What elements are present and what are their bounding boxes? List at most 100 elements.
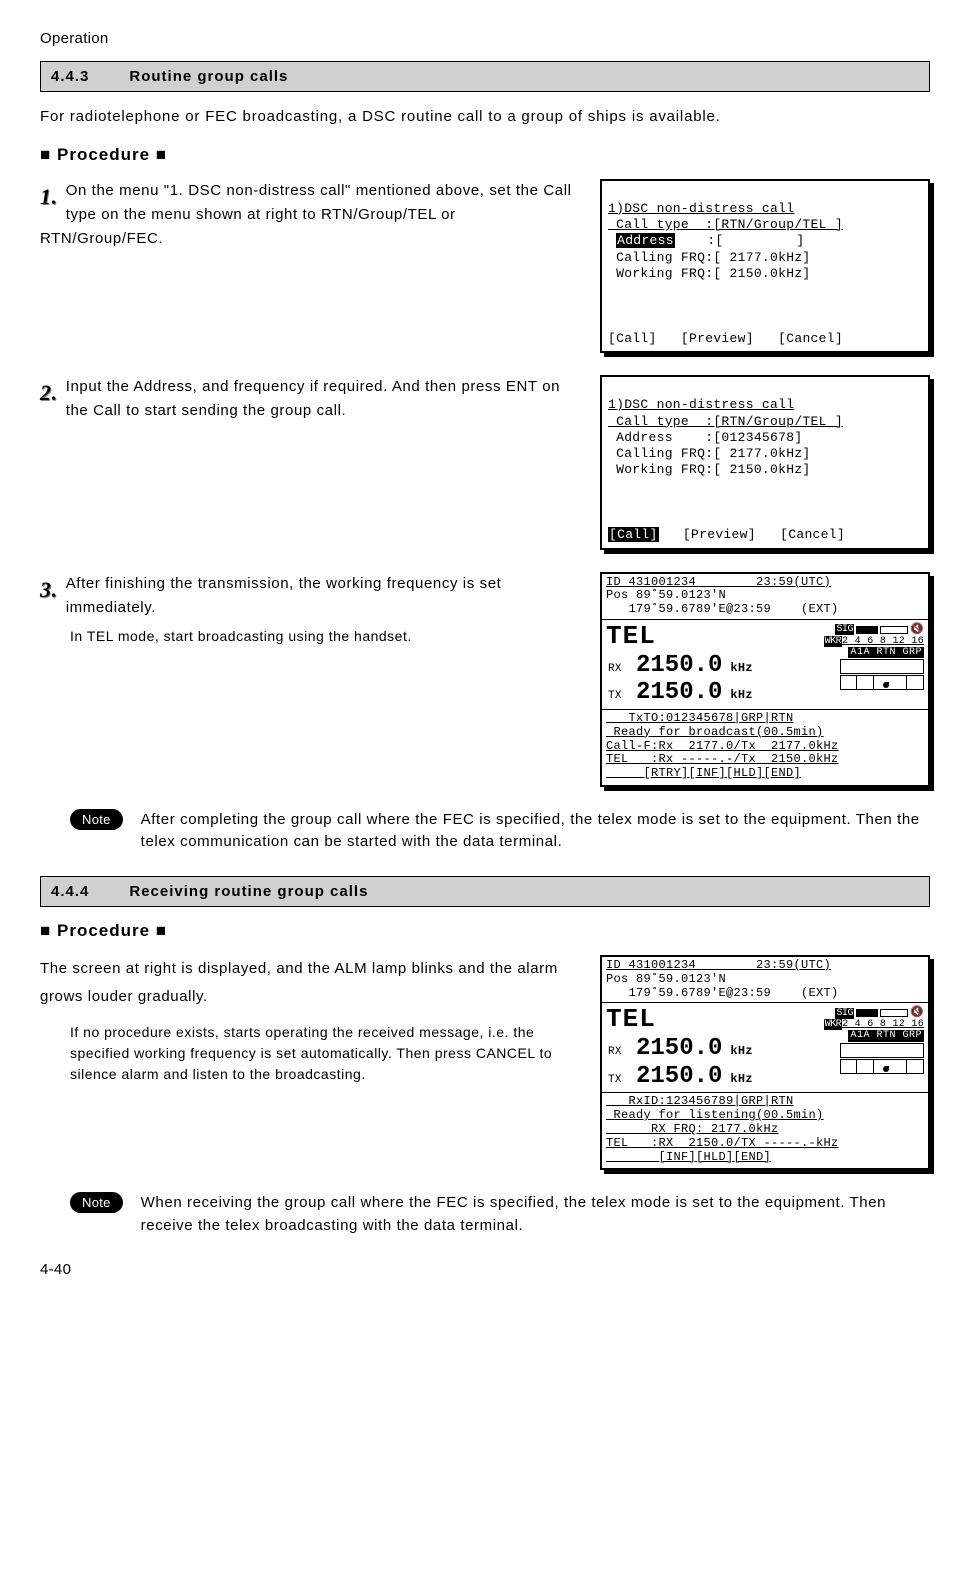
screen4-empty-box (840, 1043, 924, 1058)
step-2-row: 2. Input the Address, and frequency if r… (40, 375, 930, 550)
step-2-body: Input the Address, and frequency if requ… (66, 378, 560, 419)
screen4-l8: TEL :RX 2150.0/TX -----.-kHz (606, 1137, 924, 1151)
screen4-l5: RxID:123456789|GRP|RTN (606, 1095, 924, 1109)
screen3-rxfrq: 2150.0 (636, 652, 722, 680)
sig-meter-icon-4 (856, 1009, 878, 1017)
screen3-id: ID 431001234 (606, 575, 696, 589)
section-444-heading: 4.4.4Receiving routine group calls (40, 876, 930, 907)
screen4-l6: Ready for listening(00.5min) (606, 1109, 924, 1123)
screen3-utc: 23:59(UTC) (756, 575, 831, 589)
screen4-sig-lbl: SIG (835, 1008, 854, 1019)
screen4-hr2 (602, 1092, 928, 1093)
screen1-prev: [Preview] (681, 331, 754, 346)
screen3-pos2: 179˚59.6789'E@23:59 (EXT) (606, 603, 924, 617)
screen1-l4: Working FRQ:[ 2150.0kHz] (608, 266, 811, 281)
screen3-txlbl: TX (608, 690, 628, 703)
screen3-rxrow: RX2150.0kHz (608, 652, 818, 680)
screen3-l6: Ready for broadcast(00.5min) (606, 726, 924, 740)
screen3-head: ID 431001234 23:59(UTC) (606, 576, 924, 590)
screen1-l3: Calling FRQ:[ 2177.0kHz] (608, 250, 811, 265)
screen3-l7: Call-F:Rx 2177.0/Tx 2177.0kHz (606, 740, 924, 754)
step-3-main: 3. After finishing the transmission, the… (40, 572, 576, 620)
screen4-pos2: 179˚59.6789'E@23:59 (EXT) (606, 987, 924, 1001)
screen2-l3: Calling FRQ:[ 2177.0kHz] (608, 446, 811, 461)
screen3-wkrrow: WKR2 4 6 8 12 16 (824, 636, 924, 647)
screen2-title: 1)DSC non-distress call (608, 397, 794, 412)
page-header: Operation (40, 30, 930, 47)
step-2-num: 2. (40, 375, 58, 410)
note-1-row: Note After completing the group call whe… (40, 809, 930, 854)
screen3-txrow: TX 2150.0 kHz (608, 679, 818, 707)
screen-2: 1)DSC non-distress call Call type :[RTN/… (600, 375, 930, 550)
screen3-rightcol: SIG 🔇 WKR2 4 6 8 12 16 A1A RTN GRP (824, 622, 924, 691)
screen4-rxlbl: RX (608, 1046, 628, 1059)
screen4-id: ID 431001234 (606, 958, 696, 972)
step-1-num: 1. (40, 179, 58, 214)
section-443-title: Routine group calls (129, 68, 288, 85)
screen4-telcol: TEL RX2150.0kHz TX2150.0kHz (606, 1005, 818, 1090)
screen-4: ID 431001234 23:59(UTC) Pos 89˚59.0123'N… (600, 955, 930, 1170)
sig-meter-empty-icon-4 (880, 1009, 908, 1017)
screen3-pos1: Pos 89˚59.0123'N (606, 589, 924, 603)
screen4-rxfrq: 2150.0 (636, 1035, 722, 1063)
screen3-sigblock: SIG 🔇 WKR2 4 6 8 12 16 (824, 624, 924, 647)
screen4-txkhz: kHz (730, 1073, 753, 1087)
speaker-icon-4: 🔇 (910, 1007, 924, 1019)
screen4-rxkhz: kHz (730, 1045, 753, 1059)
screen2-call: [Call] (608, 527, 659, 542)
screen2-cancel: [Cancel] (780, 527, 845, 542)
screen4-cols (840, 1059, 924, 1074)
screen1-address-val: :[ ] (707, 233, 804, 248)
step-3-textcol: 3. After finishing the transmission, the… (40, 572, 576, 647)
sec444-body1: The screen at right is displayed, and th… (40, 955, 576, 1012)
screen2-l4: Working FRQ:[ 2150.0kHz] (608, 462, 811, 477)
screen2-l1: Call type :[RTN/Group/TEL ] (608, 414, 843, 429)
procedure-heading-2: ■ Procedure ■ (40, 921, 930, 941)
screen3-rxlbl: RX (608, 663, 628, 676)
step-1-row: 1. On the menu "1. DSC non-distress call… (40, 179, 930, 354)
speaker-icon: 🔇 (910, 624, 924, 636)
screen3-l8: TEL :Rx -----.-/Tx 2150.0kHz (606, 753, 924, 767)
screen4-sigrow: SIG 🔇 (824, 1007, 924, 1019)
screen-1: 1)DSC non-distress call Call type :[RTN/… (600, 179, 930, 354)
procedure-heading-1: ■ Procedure ■ (40, 145, 930, 165)
note-2-label: Note (70, 1192, 123, 1213)
screen4-telrow: TEL RX2150.0kHz TX2150.0kHz SIG 🔇 WKR2 4… (606, 1005, 924, 1090)
section-443-heading: 4.4.3 Routine group calls (40, 61, 930, 92)
note-1-label: Note (70, 809, 123, 830)
section-443-num: 4.4.3 (51, 68, 89, 85)
screen4-sigblock: SIG 🔇 WKR2 4 6 8 12 16 (824, 1007, 924, 1030)
screen1-cancel: [Cancel] (778, 331, 843, 346)
step-1-body: On the menu "1. DSC non-distress call" m… (40, 182, 572, 247)
screen4-wkrrow: WKR2 4 6 8 12 16 (824, 1019, 924, 1030)
sec444-body-row: The screen at right is displayed, and th… (40, 955, 930, 1170)
screen3-badge: A1A RTN GRP (848, 647, 924, 659)
screen3-cols (840, 675, 924, 690)
screen1-title: 1)DSC non-distress call (608, 201, 794, 216)
screen1-l1: Call type :[RTN/Group/TEL ] (608, 217, 843, 232)
screen4-rightcol: SIG 🔇 WKR2 4 6 8 12 16 A1A RTN GRP (824, 1005, 924, 1074)
screen4-rxrow: RX 2150.0 kHz (608, 1035, 818, 1063)
page-footer: 4-40 (40, 1261, 930, 1278)
step-3-sub: In TEL mode, start broadcasting using th… (70, 626, 576, 647)
note-2-text: When receiving the group call where the … (141, 1192, 930, 1237)
screen3-empty-box (840, 659, 924, 674)
screen4-hr1 (602, 1002, 928, 1003)
screen4-wkr-lbl: WKR (824, 1019, 843, 1030)
screen4-wkr-val: 2 4 6 8 12 16 (842, 1019, 924, 1030)
screen3-l9: [RTRY][INF][HLD][END] (606, 767, 924, 781)
screen1-address-label: Address (616, 233, 675, 248)
sig-meter-empty-icon (880, 626, 908, 634)
screen2-l2: Address :[012345678] (608, 430, 802, 445)
step-3-body: After finishing the transmission, the wo… (66, 575, 502, 616)
screen4-badge: A1A RTN GRP (848, 1030, 924, 1042)
screen3-txkhz: kHz (730, 689, 753, 703)
screen3-txfrq: 2150.0 (636, 679, 722, 707)
section-443-intro: For radiotelephone or FEC broadcasting, … (40, 106, 930, 129)
step-3-row: 3. After finishing the transmission, the… (40, 572, 930, 787)
screen3-telcol: TEL RX2150.0kHz TX2150.0kHz (606, 622, 818, 707)
screen4-utc: 23:59(UTC) (756, 958, 831, 972)
screen4-tel: TEL (606, 1005, 656, 1035)
screen3-wkr-val: 2 4 6 8 12 16 (842, 636, 924, 647)
step-2-text: 2. Input the Address, and frequency if r… (40, 375, 576, 423)
